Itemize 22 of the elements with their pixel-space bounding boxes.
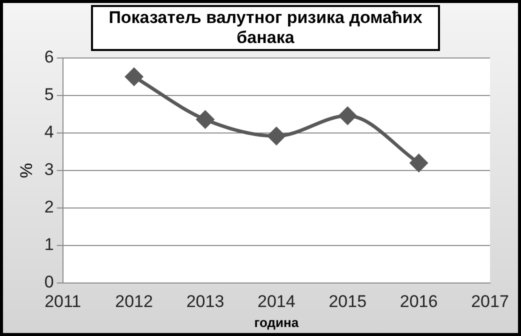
y-tick-label: 3 bbox=[44, 160, 54, 180]
chart-title: Показатељ валутног ризика домаћих банака bbox=[91, 5, 440, 51]
point bbox=[338, 107, 356, 124]
y-axis-title: % bbox=[16, 162, 36, 178]
x-tick-label: 2017 bbox=[471, 292, 509, 311]
y-tick-label: 1 bbox=[44, 235, 54, 254]
y-tick-label: 4 bbox=[44, 122, 54, 142]
point bbox=[196, 110, 214, 128]
y-tick-label: 5 bbox=[44, 85, 54, 104]
y-tick-label: 0 bbox=[44, 272, 54, 292]
point bbox=[125, 68, 143, 86]
x-tick-label: 2012 bbox=[115, 292, 153, 311]
x-tick-label: 2011 bbox=[44, 292, 82, 311]
point bbox=[410, 154, 428, 172]
y-tick-label: 6 bbox=[44, 48, 54, 67]
point bbox=[268, 127, 286, 145]
x-tick-label: 2016 bbox=[400, 292, 438, 311]
x-tick-label: 2015 bbox=[328, 292, 367, 311]
x-axis-title: година bbox=[254, 314, 300, 330]
x-tick-label: 2014 bbox=[258, 292, 296, 311]
x-tick-label: 2013 bbox=[186, 292, 224, 311]
y-tick-label: 2 bbox=[44, 198, 54, 217]
